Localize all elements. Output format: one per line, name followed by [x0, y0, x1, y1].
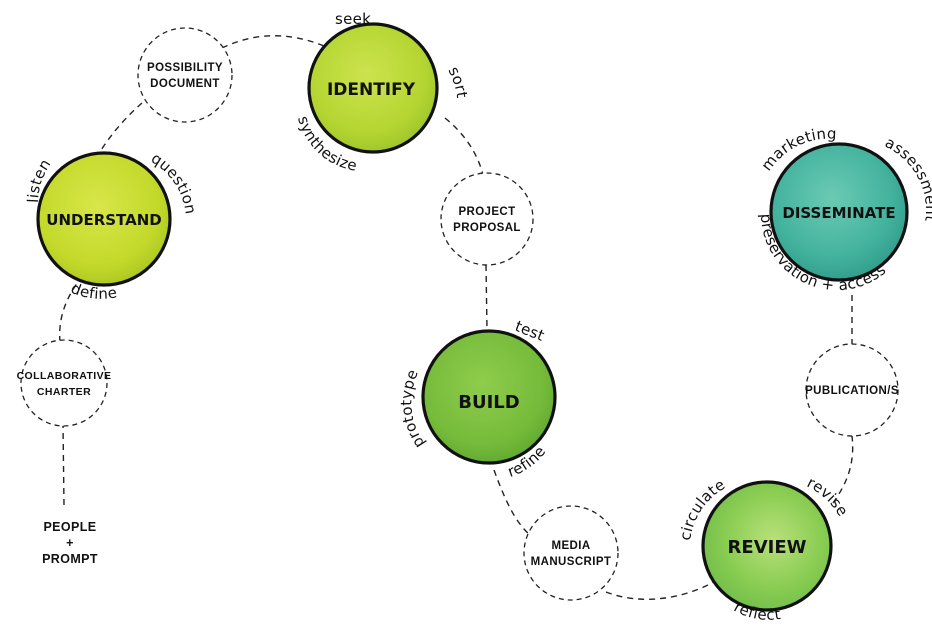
phase-disseminate: DISSEMINATE marketing assessment preserv…	[757, 125, 932, 295]
connector-identify-proposal	[444, 117, 484, 176]
step-possibility-document: POSSIBILITY DOCUMENT	[137, 27, 233, 123]
connector-build-manuscript	[493, 469, 531, 536]
step-collaborative-charter: COLLABORATIVE CHARTER	[17, 339, 112, 427]
collaborative-charter-line2: CHARTER	[37, 386, 91, 398]
understand-label: UNDERSTAND	[46, 211, 161, 229]
step-people-prompt: PEOPLE + PROMPT	[42, 520, 98, 566]
connector-proposal-build	[485, 264, 488, 331]
connector-charter-understand	[58, 281, 79, 343]
connector-possibility-identify	[221, 35, 325, 49]
connector-prompt-charter	[62, 424, 65, 506]
people-prompt-line3: PROMPT	[42, 552, 98, 566]
connector-understand-possibility	[95, 102, 143, 159]
publications-label: PUBLICATION/S	[805, 385, 899, 397]
possibility-document-line1: POSSIBILITY	[147, 62, 223, 74]
connectors	[58, 35, 854, 600]
phase-review: REVIEW circulate revise reflect	[676, 473, 851, 624]
connector-manuscript-review	[605, 581, 715, 600]
connector-review-publications	[832, 435, 854, 504]
media-manuscript-line1: MEDIA	[551, 540, 590, 552]
review-label: REVIEW	[728, 537, 807, 558]
identify-label: IDENTIFY	[327, 80, 416, 100]
project-proposal-line2: PROPOSAL	[453, 222, 521, 234]
people-prompt-line2: +	[66, 536, 74, 550]
step-project-proposal: PROJECT PROPOSAL	[440, 172, 534, 266]
build-label: BUILD	[458, 392, 519, 413]
step-publications: PUBLICATION/S	[805, 343, 899, 437]
phase-understand: UNDERSTAND listen question define	[24, 149, 199, 303]
project-proposal-line1: PROJECT	[458, 206, 515, 218]
people-prompt-line1: PEOPLE	[43, 520, 96, 534]
disseminate-label: DISSEMINATE	[782, 204, 895, 222]
phase-build: BUILD test prototype refine	[397, 317, 557, 481]
verb-define: define	[68, 279, 118, 303]
collaborative-charter-line1: COLLABORATIVE	[17, 370, 112, 382]
possibility-document-line2: DOCUMENT	[150, 78, 220, 90]
step-media-manuscript: MEDIA MANUSCRIPT	[523, 505, 619, 601]
verb-seek: seek	[335, 10, 371, 28]
media-manuscript-line2: MANUSCRIPT	[531, 556, 612, 568]
verb-sort: sort	[445, 64, 471, 100]
phase-identify: IDENTIFY seek sort synthesize	[294, 10, 471, 175]
